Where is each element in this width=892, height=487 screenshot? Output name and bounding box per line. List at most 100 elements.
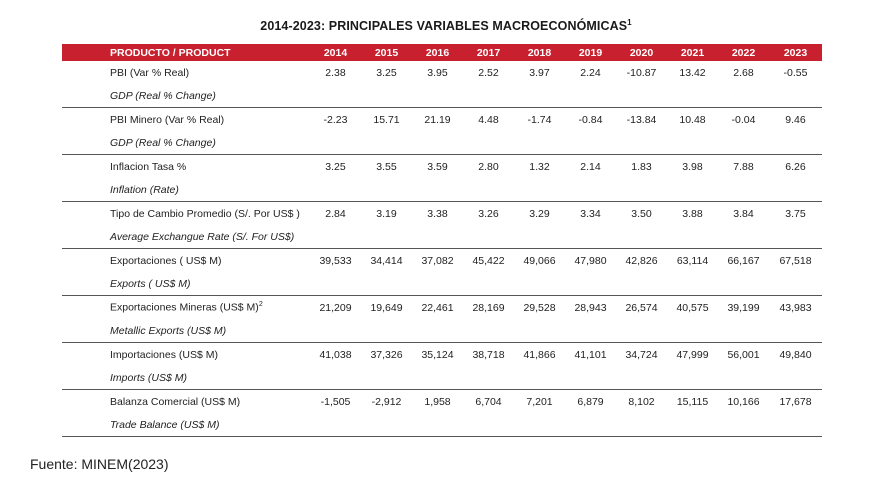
table-row-english: Imports (US$ M) — [62, 366, 822, 390]
value-cell: 21.19 — [424, 113, 451, 126]
value-cell: 35,124 — [421, 348, 454, 361]
header-year: 2014 — [310, 44, 361, 61]
row-label-es: PBI Minero (Var % Real) — [62, 108, 310, 132]
title-footnote-marker: 1 — [627, 18, 632, 27]
row-label-en: Average Exchangue Rate (S/. For US$) — [110, 230, 295, 243]
header-year: 2023 — [769, 44, 822, 61]
value-cell: 3.55 — [376, 160, 397, 173]
value-cell: 19,649 — [370, 301, 403, 314]
table-row: Tipo de Cambio Promedio (S/. Por US$ ) 2.… — [62, 202, 822, 226]
value-cell: 28,169 — [472, 301, 505, 314]
value-cell: 2.68 — [733, 66, 754, 79]
value-cell: 37,326 — [370, 348, 403, 361]
row-footnote-marker: 2 — [258, 301, 263, 309]
row-label-es: Exportaciones ( US$ M) — [62, 249, 310, 273]
header-year: 2016 — [412, 44, 463, 61]
header-year: 2019 — [565, 44, 616, 61]
value-cell: 26,574 — [625, 301, 658, 314]
value-cell: 9.46 — [785, 113, 806, 126]
header-year: 2021 — [667, 44, 718, 61]
row-label-text: PBI (Var % Real) — [110, 66, 190, 79]
value-cell: 28,943 — [574, 301, 607, 314]
row-label-text: Exportaciones ( US$ M) — [110, 254, 222, 267]
value-cell: 6.26 — [785, 160, 806, 173]
table-title: 2014-2023: PRINCIPALES VARIABLES MACROEC… — [260, 18, 632, 34]
header-product: PRODUCTO / PRODUCT — [62, 44, 310, 61]
value-cell: 2.38 — [325, 66, 346, 79]
value-cell: 3.34 — [580, 207, 601, 220]
value-cell: 2.80 — [478, 160, 499, 173]
value-cell: 56,001 — [727, 348, 760, 361]
value-cell: 3.98 — [682, 160, 703, 173]
value-cell: -2,912 — [371, 395, 402, 408]
value-cell: 29,528 — [523, 301, 556, 314]
row-label-en: Exports ( US$ M) — [110, 277, 191, 290]
row-label-en: Metallic Exports (US$ M) — [110, 324, 227, 337]
row-label-es: PBI (Var % Real) — [62, 61, 310, 84]
table-row: Exportaciones Mineras (US$ M)2 21,209 19,6… — [62, 296, 822, 320]
value-cell: 3.75 — [785, 207, 806, 220]
table-row: Inflacion Tasa % 3.25 3.55 3.59 2.80 1.32 2.14… — [62, 155, 822, 179]
value-cell: 39,199 — [727, 301, 760, 314]
value-cell: 3.59 — [427, 160, 448, 173]
row-label-text: PBI Minero (Var % Real) — [110, 113, 225, 126]
table-row: Balanza Comercial (US$ M) -1,505 -2,912 1,9… — [62, 390, 822, 414]
value-cell: 1.32 — [529, 160, 550, 173]
value-cell: 34,724 — [625, 348, 658, 361]
value-cell: 40,575 — [676, 301, 709, 314]
value-cell: 3.38 — [427, 207, 448, 220]
value-cell: 41,038 — [319, 348, 352, 361]
value-cell: 47,980 — [574, 254, 607, 267]
value-cell: 21,209 — [319, 301, 352, 314]
row-label-en: Inflation (Rate) — [110, 183, 179, 196]
value-cell: 34,414 — [370, 254, 403, 267]
value-cell: -2.23 — [323, 113, 348, 126]
row-label-es: Exportaciones Mineras (US$ M)2 — [62, 296, 310, 320]
row-label-es: Tipo de Cambio Promedio (S/. Por US$ ) — [62, 202, 310, 226]
macro-table: PRODUCTO / PRODUCT 2014 2015 2016 2017 2018 2… — [62, 44, 822, 437]
value-cell: -0.84 — [578, 113, 603, 126]
row-label-es: Inflacion Tasa % — [62, 155, 310, 179]
value-cell: 2.52 — [478, 66, 499, 79]
value-cell: 2.24 — [580, 66, 601, 79]
value-cell: 3.25 — [376, 66, 397, 79]
value-cell: 66,167 — [727, 254, 760, 267]
value-cell: 67,518 — [779, 254, 812, 267]
table-row-english: Exports ( US$ M) — [62, 272, 822, 296]
value-cell: 41,101 — [574, 348, 607, 361]
table-row-english: GDP (Real % Change) — [62, 131, 822, 155]
table-row: PBI (Var % Real) 2.38 3.25 3.95 2.52 3.97 2.24… — [62, 61, 822, 84]
table-row: Importaciones (US$ M) 41,038 37,326 35,124 3… — [62, 343, 822, 367]
value-cell: 3.25 — [325, 160, 346, 173]
value-cell: 2.84 — [325, 207, 346, 220]
value-cell: 3.29 — [529, 207, 550, 220]
header-year: 2017 — [463, 44, 514, 61]
value-cell: 3.84 — [733, 207, 754, 220]
row-label-en: Imports (US$ M) — [110, 371, 188, 384]
value-cell: 3.19 — [376, 207, 397, 220]
table-row-english: Metallic Exports (US$ M) — [62, 319, 822, 343]
value-cell: 3.97 — [529, 66, 550, 79]
value-cell: 41,866 — [523, 348, 556, 361]
value-cell: 38,718 — [472, 348, 505, 361]
header-year: 2018 — [514, 44, 565, 61]
row-label-en: Trade Balance (US$ M) — [110, 418, 220, 431]
row-label-es: Balanza Comercial (US$ M) — [62, 390, 310, 414]
value-cell: 10,166 — [727, 395, 760, 408]
header-year: 2015 — [361, 44, 412, 61]
value-cell: 45,422 — [472, 254, 505, 267]
row-label-text: Tipo de Cambio Promedio (S/. Por US$ ) — [110, 207, 300, 220]
header-year: 2020 — [616, 44, 667, 61]
value-cell: 15.71 — [373, 113, 400, 126]
value-cell: 3.50 — [631, 207, 652, 220]
value-cell: -13.84 — [626, 113, 657, 126]
value-cell: -0.55 — [783, 66, 808, 79]
value-cell: 37,082 — [421, 254, 454, 267]
value-cell: 4.48 — [478, 113, 499, 126]
row-label-en: GDP (Real % Change) — [110, 89, 216, 102]
value-cell: 1,958 — [424, 395, 451, 408]
table-row: PBI Minero (Var % Real) -2.23 15.71 21.19 4.… — [62, 108, 822, 132]
value-cell: 6,704 — [475, 395, 502, 408]
value-cell: 8,102 — [628, 395, 655, 408]
value-cell: 22,461 — [421, 301, 454, 314]
